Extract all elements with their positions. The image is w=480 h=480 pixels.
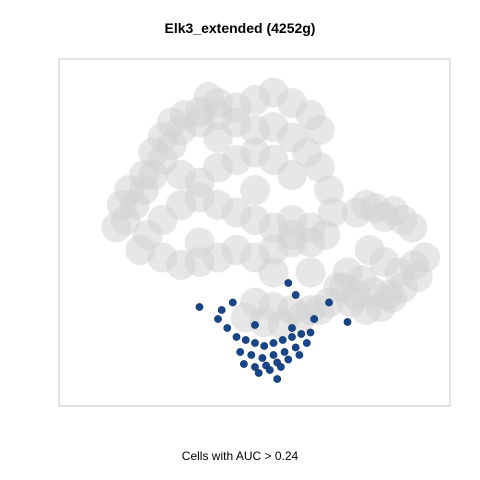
background-cell-point	[240, 175, 270, 205]
chart-title: Elk3_extended (4252g)	[164, 20, 316, 36]
background-cell-point	[304, 152, 335, 183]
highlighted-cell-point	[302, 339, 311, 347]
highlighted-cell-point	[260, 342, 269, 350]
highlighted-cell-point	[217, 306, 226, 314]
background-cell-point	[397, 212, 428, 243]
highlighted-cell-point	[288, 333, 296, 341]
background-cell-point	[101, 212, 132, 243]
background-cell-point	[203, 122, 233, 153]
highlighted-cell-point	[236, 348, 245, 356]
background-cell-point	[166, 160, 196, 190]
highlighted-cell-point	[239, 360, 248, 368]
plot-frame	[58, 58, 451, 407]
background-cell-point	[304, 115, 335, 145]
highlighted-cell-point	[278, 336, 287, 344]
highlighted-cell-point	[241, 336, 250, 344]
highlighted-cell-point	[284, 279, 293, 287]
highlighted-cell-point	[325, 298, 333, 307]
highlighted-cell-point	[284, 355, 293, 364]
highlighted-cell-point	[251, 339, 259, 347]
highlighted-cell-point	[232, 333, 241, 341]
background-cells	[101, 77, 441, 340]
background-cell-point	[295, 257, 326, 288]
highlighted-cell-point	[276, 363, 285, 371]
highlighted-cell-point	[228, 298, 237, 307]
background-cell-point	[314, 175, 344, 205]
highlighted-cell-point	[251, 363, 259, 371]
x-axis-caption: Cells with AUC > 0.24	[181, 449, 299, 463]
highlighted-cell-point	[214, 315, 222, 323]
highlighted-cell-point	[247, 351, 256, 359]
background-cell-point	[376, 283, 407, 313]
highlighted-cell-point	[288, 324, 296, 332]
highlighted-cell-point	[269, 351, 278, 359]
highlighted-cell-point	[310, 315, 319, 323]
background-cell-point	[129, 160, 159, 190]
highlighted-cell-point	[343, 318, 352, 326]
highlighted-cell-point	[195, 303, 204, 311]
background-cell-point	[184, 227, 215, 258]
background-cell-point	[317, 197, 348, 228]
highlighted-cell-point	[297, 330, 306, 338]
highlighted-cell-point	[306, 328, 315, 337]
highlighted-cell-point	[273, 375, 282, 383]
highlighted-cell-point	[258, 354, 267, 362]
highlighted-cell-point	[223, 324, 232, 332]
highlighted-cell-point	[265, 366, 274, 374]
highlighted-cell-point	[291, 343, 300, 352]
highlighted-cells	[195, 279, 352, 383]
highlighted-cell-point	[295, 351, 304, 359]
highlighted-cell-point	[291, 291, 300, 299]
background-cell-point	[258, 257, 289, 288]
highlighted-cell-point	[269, 339, 278, 347]
highlighted-cell-point	[254, 369, 263, 377]
background-cell-point	[277, 205, 307, 235]
highlighted-cell-point	[280, 348, 289, 356]
highlighted-cell-point	[251, 321, 259, 329]
